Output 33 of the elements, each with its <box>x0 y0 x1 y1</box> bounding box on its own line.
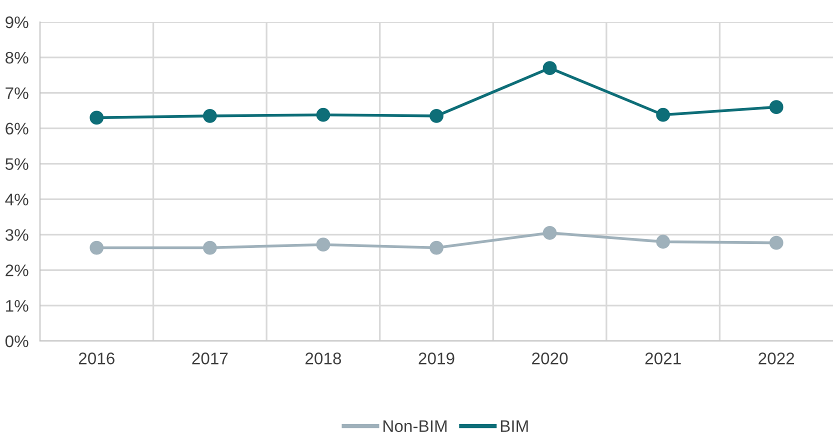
point <box>316 108 330 122</box>
x-tick-label: 2020 <box>532 352 568 364</box>
x-tick-label: 2017 <box>192 352 228 364</box>
point <box>430 240 444 255</box>
x-tick-label: 2021 <box>645 352 681 364</box>
point <box>202 108 217 123</box>
y-tick-label: 4% <box>5 194 28 206</box>
y-tick-label: 9% <box>6 16 28 28</box>
y-tick-label: 0% <box>5 335 28 348</box>
point <box>769 236 784 250</box>
y-tick-label: 7% <box>6 87 28 100</box>
point <box>656 108 670 122</box>
legend-label: BIM <box>500 420 528 432</box>
point <box>542 61 557 76</box>
point <box>316 238 330 252</box>
x-tick-label: 2019 <box>418 352 454 364</box>
y-tick-label: 5% <box>5 158 28 170</box>
x-tick-label: 2016 <box>78 352 114 364</box>
y-tick-label: 2% <box>6 264 28 276</box>
point <box>90 240 104 255</box>
x-tick-label: 2022 <box>758 352 794 364</box>
legend-label: Non-BIM <box>384 420 447 432</box>
y-tick-label: 6% <box>6 122 28 135</box>
point <box>656 234 670 249</box>
point <box>430 108 444 123</box>
point <box>90 110 104 125</box>
point <box>769 100 784 114</box>
y-tick-label: 8% <box>6 52 28 64</box>
point <box>202 240 217 255</box>
x-tick-label: 2018 <box>306 352 342 364</box>
y-tick-label: 3% <box>5 229 28 241</box>
point <box>542 226 557 240</box>
y-tick-label: 1% <box>6 300 28 312</box>
